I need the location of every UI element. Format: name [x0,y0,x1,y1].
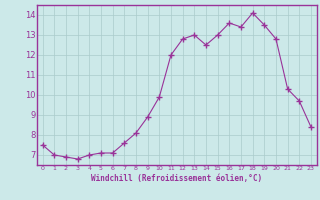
X-axis label: Windchill (Refroidissement éolien,°C): Windchill (Refroidissement éolien,°C) [91,174,262,183]
